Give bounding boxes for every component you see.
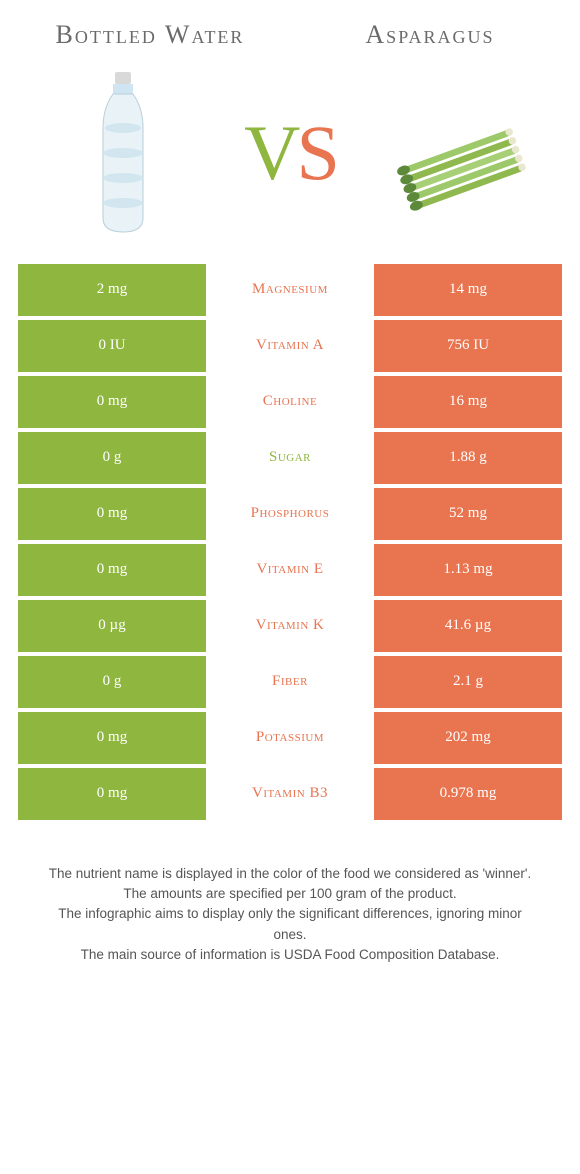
left-food-image (48, 68, 198, 238)
nutrient-label: Sugar (206, 432, 374, 484)
table-row: 0 mgVitamin E1.13 mg (18, 544, 562, 596)
right-food-image (382, 68, 532, 238)
nutrient-table: 2 mgMagnesium14 mg0 IUVitamin A756 IU0 m… (18, 264, 562, 820)
table-row: 0 mgCholine16 mg (18, 376, 562, 428)
table-row: 0 mgPotassium202 mg (18, 712, 562, 764)
right-value-cell: 0.978 mg (374, 768, 562, 820)
left-value-cell: 0 mg (18, 768, 206, 820)
nutrient-label: Choline (206, 376, 374, 428)
nutrient-label: Vitamin A (206, 320, 374, 372)
left-value-cell: 0 µg (18, 600, 206, 652)
footer-line-2: The amounts are specified per 100 gram o… (42, 884, 538, 904)
nutrient-label: Fiber (206, 656, 374, 708)
vs-s: S (296, 109, 335, 196)
left-value-cell: 0 mg (18, 376, 206, 428)
left-value-cell: 0 IU (18, 320, 206, 372)
right-value-cell: 14 mg (374, 264, 562, 316)
left-value-cell: 2 mg (18, 264, 206, 316)
table-row: 0 µgVitamin K41.6 µg (18, 600, 562, 652)
header: Bottled Water Asparagus (18, 0, 562, 58)
nutrient-label: Vitamin K (206, 600, 374, 652)
nutrient-label: Phosphorus (206, 488, 374, 540)
nutrient-label: Vitamin B3 (206, 768, 374, 820)
table-row: 2 mgMagnesium14 mg (18, 264, 562, 316)
right-value-cell: 41.6 µg (374, 600, 562, 652)
vs-v: V (244, 109, 296, 196)
footer-notes: The nutrient name is displayed in the co… (18, 824, 562, 965)
table-row: 0 gFiber2.1 g (18, 656, 562, 708)
left-value-cell: 0 mg (18, 488, 206, 540)
right-value-cell: 1.88 g (374, 432, 562, 484)
water-bottle-icon (83, 68, 163, 238)
right-value-cell: 756 IU (374, 320, 562, 372)
right-value-cell: 202 mg (374, 712, 562, 764)
table-row: 0 mgVitamin B30.978 mg (18, 768, 562, 820)
nutrient-label: Vitamin E (206, 544, 374, 596)
left-food-title: Bottled Water (50, 20, 250, 50)
left-value-cell: 0 mg (18, 544, 206, 596)
footer-line-3: The infographic aims to display only the… (42, 904, 538, 945)
table-row: 0 gSugar1.88 g (18, 432, 562, 484)
right-value-cell: 1.13 mg (374, 544, 562, 596)
images-row: VS (18, 58, 562, 264)
left-value-cell: 0 g (18, 656, 206, 708)
footer-line-4: The main source of information is USDA F… (42, 945, 538, 965)
nutrient-label: Potassium (206, 712, 374, 764)
right-value-cell: 16 mg (374, 376, 562, 428)
asparagus-icon (382, 88, 532, 218)
table-row: 0 mgPhosphorus52 mg (18, 488, 562, 540)
right-food-title: Asparagus (330, 20, 530, 50)
vs-label: VS (244, 108, 336, 198)
left-value-cell: 0 mg (18, 712, 206, 764)
nutrient-label: Magnesium (206, 264, 374, 316)
table-row: 0 IUVitamin A756 IU (18, 320, 562, 372)
left-value-cell: 0 g (18, 432, 206, 484)
right-value-cell: 2.1 g (374, 656, 562, 708)
right-value-cell: 52 mg (374, 488, 562, 540)
footer-line-1: The nutrient name is displayed in the co… (42, 864, 538, 884)
